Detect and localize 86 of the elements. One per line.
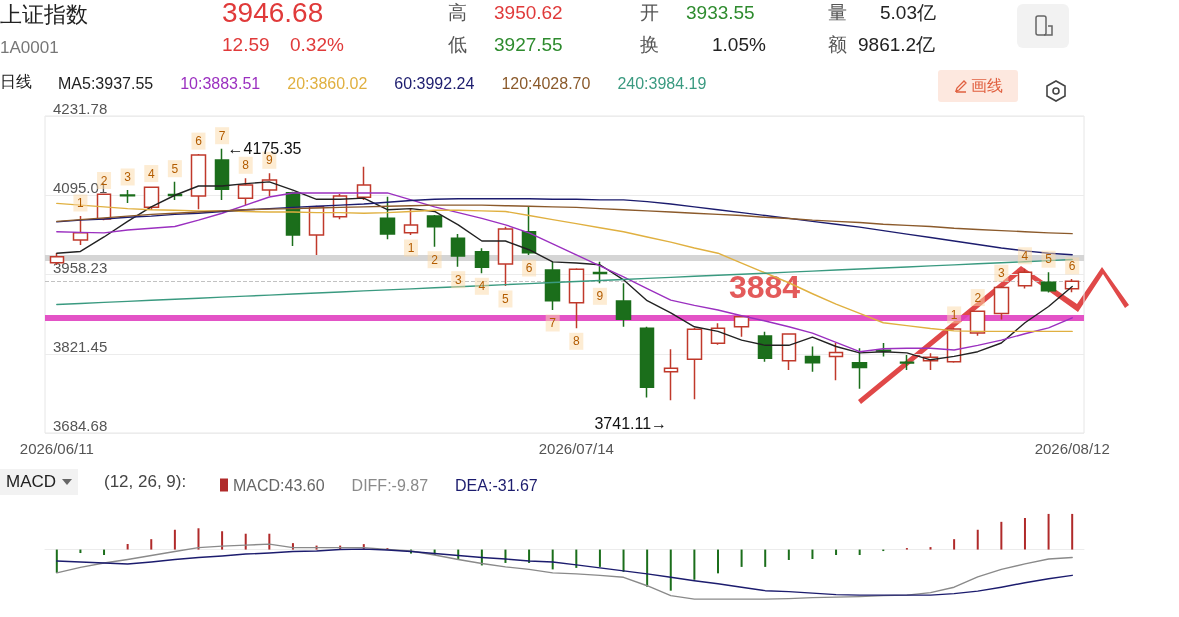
text: 0.32% (290, 34, 344, 57)
bar (976, 529, 979, 550)
bar (669, 549, 672, 591)
bar (103, 549, 106, 556)
bar (764, 549, 767, 567)
text: 1 (77, 196, 84, 210)
text: 画线 (970, 76, 1003, 96)
text: 2 (431, 252, 438, 267)
bar (858, 549, 861, 556)
text: 1.05% (712, 34, 766, 57)
text: 6 (1068, 258, 1076, 273)
text: 换 (640, 34, 659, 57)
text: 3 (998, 266, 1005, 281)
text: 额 (828, 34, 847, 57)
text: 量 (828, 2, 847, 25)
text: 3946.68 (222, 0, 324, 30)
text: 3950.62 (494, 2, 563, 25)
text: 240:3984.19 (617, 74, 707, 92)
text: 8 (572, 334, 580, 349)
text: 8 (242, 158, 250, 173)
annotation: 3741.11→ (594, 415, 668, 433)
bar (150, 539, 153, 550)
text: 1 (407, 241, 415, 255)
text: 4 (1021, 248, 1029, 263)
chart-title: MACD (6, 471, 57, 493)
bar (716, 549, 719, 574)
bar (1000, 521, 1003, 550)
y-tick-label: 3684.68 (53, 417, 108, 434)
text: 3933.55 (686, 2, 755, 25)
bar (953, 539, 956, 550)
text: 6 (525, 260, 533, 275)
bar (929, 547, 932, 550)
text: MA5:3937.55 (58, 74, 154, 92)
text: 日线 (0, 72, 32, 92)
bar (646, 549, 649, 587)
bar (835, 549, 838, 556)
bar (1071, 513, 1074, 550)
chart-title: 上证指数 (0, 2, 88, 29)
text: 低 (448, 34, 467, 57)
text: 3 (124, 169, 131, 184)
text: 3927.55 (494, 34, 563, 57)
text: 4 (147, 166, 155, 181)
bar (693, 549, 696, 580)
text: 12.59 (222, 34, 270, 57)
x-tick-label: 2026/07/14 (538, 440, 614, 457)
text: 9 (265, 153, 273, 168)
text: 4 (478, 279, 486, 294)
text: 5 (502, 291, 509, 306)
legend-label: MACD:43.60 (233, 476, 325, 494)
text: DIFF:-9.87 (351, 476, 429, 494)
bar (740, 549, 743, 567)
text: 120:4028.70 (501, 74, 591, 92)
bar (126, 544, 129, 550)
ref-line-label: 3884 (728, 268, 801, 305)
text: 10:3883.51 (180, 74, 261, 92)
y-tick-label: 3958.23 (53, 258, 108, 276)
text: 9 (596, 289, 604, 304)
text: 2 (100, 173, 108, 188)
chart-subtitle: (12, 26, 9): (104, 472, 187, 493)
text: 2 (974, 290, 982, 305)
text: 60:3992.24 (394, 74, 475, 92)
text: 3 (454, 272, 462, 287)
bar (1023, 517, 1026, 550)
bar (787, 549, 790, 560)
bar (598, 549, 601, 567)
text: 7 (218, 128, 226, 143)
text: 高 (448, 2, 467, 25)
bar (1047, 513, 1050, 550)
text: 5.03亿 (880, 2, 936, 25)
text: 5 (1045, 252, 1052, 267)
text: 7 (549, 315, 557, 330)
text: 6 (195, 134, 202, 149)
x-tick-label: 2026/06/11 (19, 440, 94, 457)
text: 5 (171, 161, 179, 176)
text: DEA:-31.67 (455, 476, 538, 494)
text: 1 (950, 307, 958, 322)
y-tick-label: 4231.78 (53, 100, 108, 117)
chart-subtitle: 1A0001 (0, 38, 59, 59)
bar (811, 549, 814, 559)
y-tick-label: 3821.45 (53, 337, 108, 355)
text: 开 (640, 2, 659, 25)
bar (197, 528, 200, 550)
x-tick-label: 2026/08/12 (1034, 440, 1110, 457)
text: 20:3860.02 (287, 74, 368, 92)
text: 9861.2亿 (858, 34, 936, 57)
bar (173, 529, 176, 550)
